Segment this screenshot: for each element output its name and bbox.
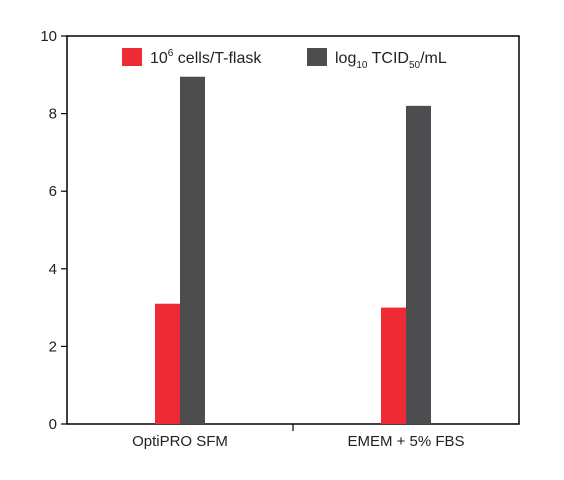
x-axis: OptiPRO SFM EMEM + 5% FBS	[132, 424, 465, 450]
legend-swatch-cells	[122, 48, 142, 66]
bar-series-2	[180, 76, 205, 425]
y-tick-label: 8	[49, 106, 57, 123]
legend-swatch-tcid	[307, 48, 327, 66]
plot-frame	[66, 35, 520, 425]
y-tick-label: 10	[40, 28, 57, 45]
y-axis: 0 2 4 6 8 10	[40, 28, 67, 433]
legend-label-cells: 106 cells/T-flask	[150, 48, 262, 67]
bar-series-2	[406, 105, 431, 424]
x-tick-label: OptiPRO SFM	[132, 433, 228, 450]
bar-series-1	[155, 303, 180, 424]
legend-label-tcid: log10 TCID50/mL	[335, 50, 447, 71]
y-tick-label: 0	[49, 416, 57, 433]
bar-series-1	[381, 307, 406, 424]
y-tick-label: 2	[49, 338, 57, 355]
y-tick-label: 4	[49, 261, 57, 278]
legend: 106 cells/T-flask log10 TCID50/mL	[122, 48, 447, 71]
y-tick-label: 6	[49, 183, 57, 200]
x-tick-label: EMEM + 5% FBS	[347, 433, 464, 450]
bars-group	[155, 76, 431, 425]
